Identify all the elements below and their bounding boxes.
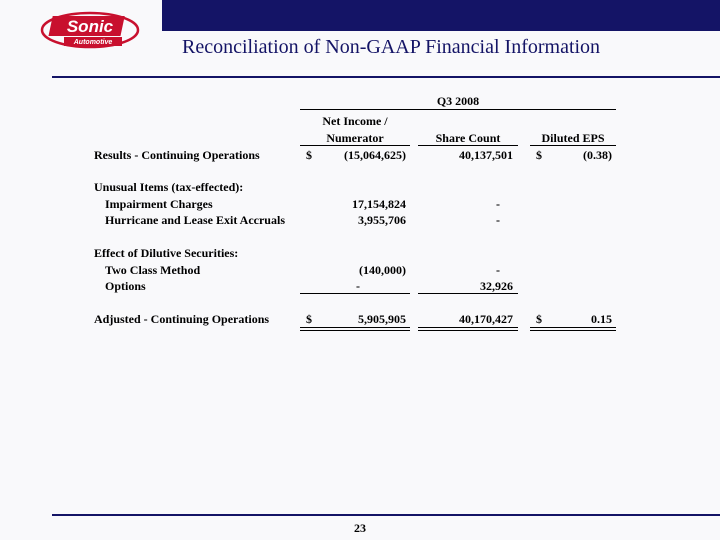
period-underline: [300, 109, 616, 110]
section-heading-dilutive: Effect of Dilutive Securities:: [94, 246, 239, 260]
col-underline-netincome: [300, 145, 410, 146]
sonic-automotive-logo: Sonic Automotive: [40, 11, 140, 49]
row-label-hurricane: Hurricane and Lease Exit Accruals: [105, 213, 285, 227]
col-underline-sharecount: [418, 145, 518, 146]
bottom-rule: [52, 514, 720, 516]
row-label-results: Results - Continuing Operations: [94, 148, 260, 162]
results-shares: 40,137,501: [459, 148, 513, 162]
total-line-shares-1: [418, 327, 518, 328]
hurricane-net: 3,955,706: [358, 213, 406, 227]
total-line-net-2: [300, 330, 410, 331]
top-rule: [52, 76, 720, 78]
impairment-net: 17,154,824: [352, 197, 406, 211]
row-label-adjusted: Adjusted - Continuing Operations: [94, 312, 270, 326]
adjusted-eps: 0.15: [591, 312, 612, 326]
row-label-twoclass: Two Class Method: [105, 263, 201, 277]
section-heading-unusual: Unusual Items (tax-effected):: [94, 180, 244, 194]
impairment-shares: -: [496, 197, 500, 211]
adjusted-currency-1: $: [306, 312, 312, 326]
logo-subtext: Automotive: [73, 39, 113, 46]
row-label-options: Options: [105, 279, 146, 293]
results-net: (15,064,625): [344, 148, 406, 162]
page-title: Reconciliation of Non-GAAP Financial Inf…: [182, 36, 601, 58]
adjusted-currency-2: $: [536, 312, 542, 326]
page-number: 23: [354, 521, 366, 535]
results-currency-1: $: [306, 148, 312, 162]
twoclass-shares: -: [496, 263, 500, 277]
total-line-eps-2: [530, 330, 616, 331]
row-label-impairment: Impairment Charges: [105, 197, 213, 211]
col-header-netincome-2: Numerator: [326, 131, 384, 145]
subtotal-line-net: [300, 293, 410, 294]
results-eps: (0.38): [583, 148, 612, 162]
total-line-eps-1: [530, 327, 616, 328]
twoclass-net: (140,000): [359, 263, 406, 277]
options-shares: 32,926: [480, 279, 513, 293]
col-underline-eps: [530, 145, 616, 146]
col-header-eps: Diluted EPS: [541, 131, 605, 145]
total-line-net-1: [300, 327, 410, 328]
logo-text: Sonic: [67, 17, 114, 36]
adjusted-shares: 40,170,427: [459, 312, 513, 326]
options-net: -: [356, 279, 360, 293]
adjusted-net: 5,905,905: [358, 312, 406, 326]
header-bar: [162, 0, 720, 31]
hurricane-shares: -: [496, 213, 500, 227]
col-header-sharecount: Share Count: [435, 131, 501, 145]
total-line-shares-2: [418, 330, 518, 331]
subtotal-line-shares: [418, 293, 518, 294]
period-header: Q3 2008: [436, 94, 480, 108]
results-currency-2: $: [536, 148, 542, 162]
col-header-netincome-1: Net Income /: [322, 114, 388, 128]
